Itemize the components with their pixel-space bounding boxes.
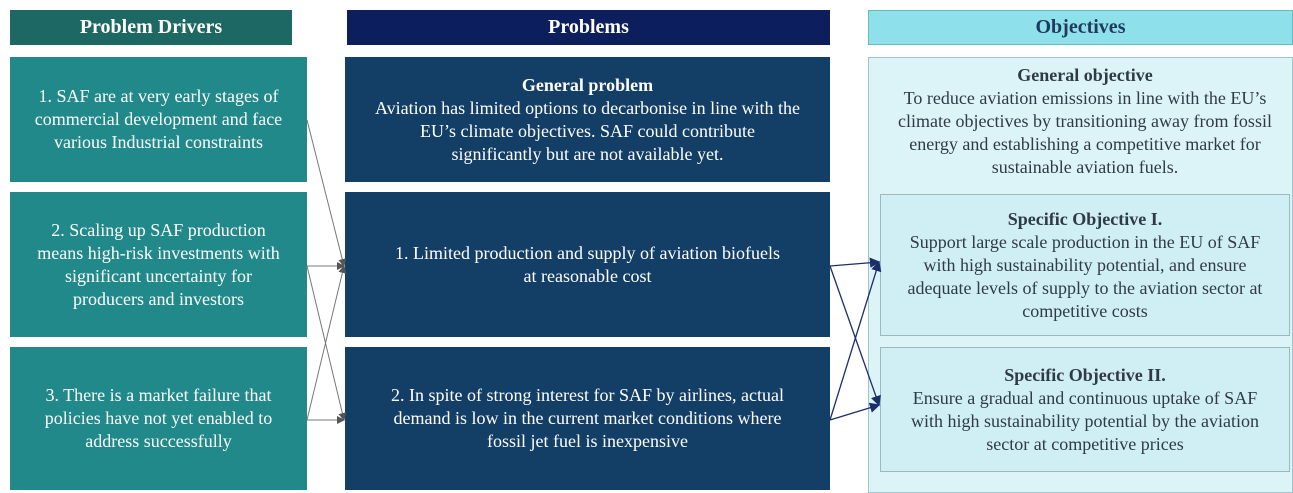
header-drivers: Problem Drivers [10,10,292,45]
driver-arrows [306,119,347,424]
arrow [829,260,882,421]
problem: 2. In spite of strong interest for SAF b… [345,347,830,490]
specific-objective: Specific Objective II. Ensure a gradual … [880,347,1290,472]
general-problem-text: Aviation has limited options to decarbon… [374,97,801,164]
driver: 1. SAF are at very early stages of comme… [10,57,307,182]
general-problem-title: General problem [521,74,654,95]
header-objectives: Objectives [868,10,1293,45]
arrow [306,265,347,421]
arrow [829,402,881,421]
driver: 3. There is a market failure that polici… [10,347,307,490]
general-objective-text: To reduce aviation emissions in line wit… [898,88,1272,177]
problem-arrows [829,257,882,421]
arrow [306,119,347,267]
header-problems: Problems [347,10,830,45]
arrow [829,257,881,268]
specific-objective-title: Specific Objective I. [1007,208,1163,229]
specific-objective: Specific Objective I. Support large scal… [880,194,1290,336]
specific-objective-text: Support large scale production in the EU… [907,231,1263,321]
problem: 1. Limited production and supply of avia… [345,192,830,337]
arrow [829,265,881,407]
driver: 2. Scaling up SAF production means high-… [10,192,307,337]
general-problem: General problem Aviation has limited opt… [345,57,830,182]
general-objective-title: General objective [1017,65,1153,85]
general-objective: General objective To reduce aviation emi… [880,60,1290,188]
specific-objective-title: Specific Objective II. [1004,364,1166,385]
specific-objective-text: Ensure a gradual and continuous uptake o… [911,387,1259,454]
